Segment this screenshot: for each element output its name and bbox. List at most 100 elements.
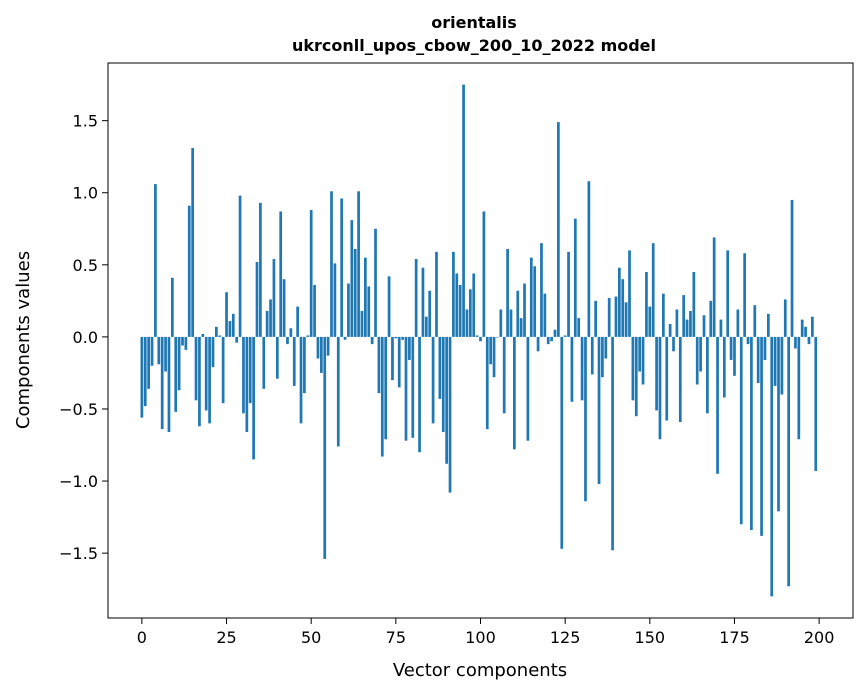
bar-143	[624, 302, 628, 337]
bar-37	[265, 310, 269, 337]
bar-174	[729, 336, 733, 360]
bar-182	[756, 336, 760, 384]
y-tick-label: 0.0	[73, 328, 98, 347]
bar-191	[787, 336, 791, 587]
bar-172	[722, 336, 726, 398]
bar-135	[597, 336, 601, 484]
bar-94	[458, 285, 462, 337]
bar-30	[242, 336, 245, 414]
bar-127	[570, 336, 574, 402]
bar-52	[316, 336, 320, 359]
bar-103	[489, 336, 493, 365]
bar-58	[336, 336, 340, 447]
bar-86	[431, 336, 435, 424]
bar-117	[536, 336, 540, 352]
bar-80	[411, 336, 415, 438]
bar-56	[330, 191, 333, 337]
bar-144	[628, 250, 631, 337]
bar-27	[231, 313, 235, 337]
bar-61	[347, 283, 350, 337]
bar-104	[492, 336, 496, 378]
bar-170	[716, 336, 719, 474]
bar-83	[421, 267, 425, 337]
bar-195	[800, 319, 804, 337]
bar-63	[353, 248, 357, 337]
y-tick-label: 0.5	[73, 256, 98, 275]
bar-76	[397, 336, 401, 388]
bar-40	[275, 336, 279, 379]
bar-0	[140, 336, 144, 418]
bar-13	[184, 336, 188, 350]
bar-19	[204, 336, 208, 411]
bar-106	[499, 309, 503, 337]
bar-18	[201, 334, 205, 337]
bar-121	[550, 336, 553, 342]
bar-69	[374, 228, 377, 337]
bar-110	[513, 336, 516, 450]
bar-15	[191, 148, 195, 337]
bar-81	[414, 259, 418, 337]
bar-178	[743, 253, 746, 337]
bar-38	[269, 299, 272, 337]
bar-163	[692, 272, 696, 337]
bar-116	[533, 266, 537, 337]
bar-196	[804, 326, 807, 337]
bar-92	[452, 251, 455, 337]
bar-74	[391, 336, 394, 381]
bar-75	[394, 336, 398, 339]
bar-114	[526, 336, 530, 441]
bar-70	[377, 336, 381, 394]
bar-28	[235, 336, 239, 343]
bar-176	[736, 309, 740, 337]
bar-146	[634, 336, 638, 417]
bar-71	[380, 336, 384, 457]
bar-155	[665, 336, 669, 421]
bar-141	[617, 267, 621, 337]
bar-179	[746, 336, 750, 345]
bar-154	[662, 293, 665, 337]
bar-153	[658, 336, 662, 440]
bar-73	[387, 276, 391, 337]
bar-4	[154, 184, 157, 337]
bar-125	[563, 335, 567, 337]
bar-193	[794, 336, 797, 349]
bar-46	[296, 306, 299, 337]
bar-25	[225, 292, 228, 337]
bar-67	[367, 286, 371, 337]
x-axis-ticks: 0 25 50 75 100 125 150 175 200	[137, 618, 834, 647]
bar-17	[198, 336, 201, 427]
bar-85	[428, 290, 432, 337]
bar-131	[584, 336, 587, 502]
bar-97	[468, 289, 472, 337]
bar-90	[445, 336, 448, 464]
bar-2	[147, 336, 150, 389]
bar-158	[675, 309, 679, 337]
bar-187	[773, 336, 777, 386]
bar-111	[516, 290, 520, 337]
y-tick-label: 1.0	[73, 184, 98, 203]
bar-133	[590, 336, 594, 375]
y-tick-label: −0.5	[59, 400, 98, 419]
bar-51	[313, 285, 316, 337]
bar-198	[811, 316, 814, 337]
bar-35	[259, 202, 262, 337]
bar-65	[360, 310, 364, 337]
x-tick-label: 150	[635, 628, 666, 647]
bar-43	[286, 336, 289, 345]
bar-11	[177, 336, 181, 391]
bar-91	[448, 336, 452, 493]
bar-192	[790, 199, 794, 337]
bar-68	[370, 336, 374, 345]
bar-115	[529, 257, 533, 337]
bar-79	[408, 336, 411, 360]
bar-132	[587, 181, 591, 337]
bar-142	[621, 279, 625, 337]
bar-181	[753, 305, 757, 337]
bar-105	[496, 336, 499, 338]
bar-21	[211, 336, 215, 368]
y-axis-label: Components values	[13, 251, 34, 429]
bar-5	[157, 336, 161, 365]
bar-150	[648, 306, 652, 337]
bar-149	[645, 272, 648, 337]
bar-3	[150, 336, 154, 366]
